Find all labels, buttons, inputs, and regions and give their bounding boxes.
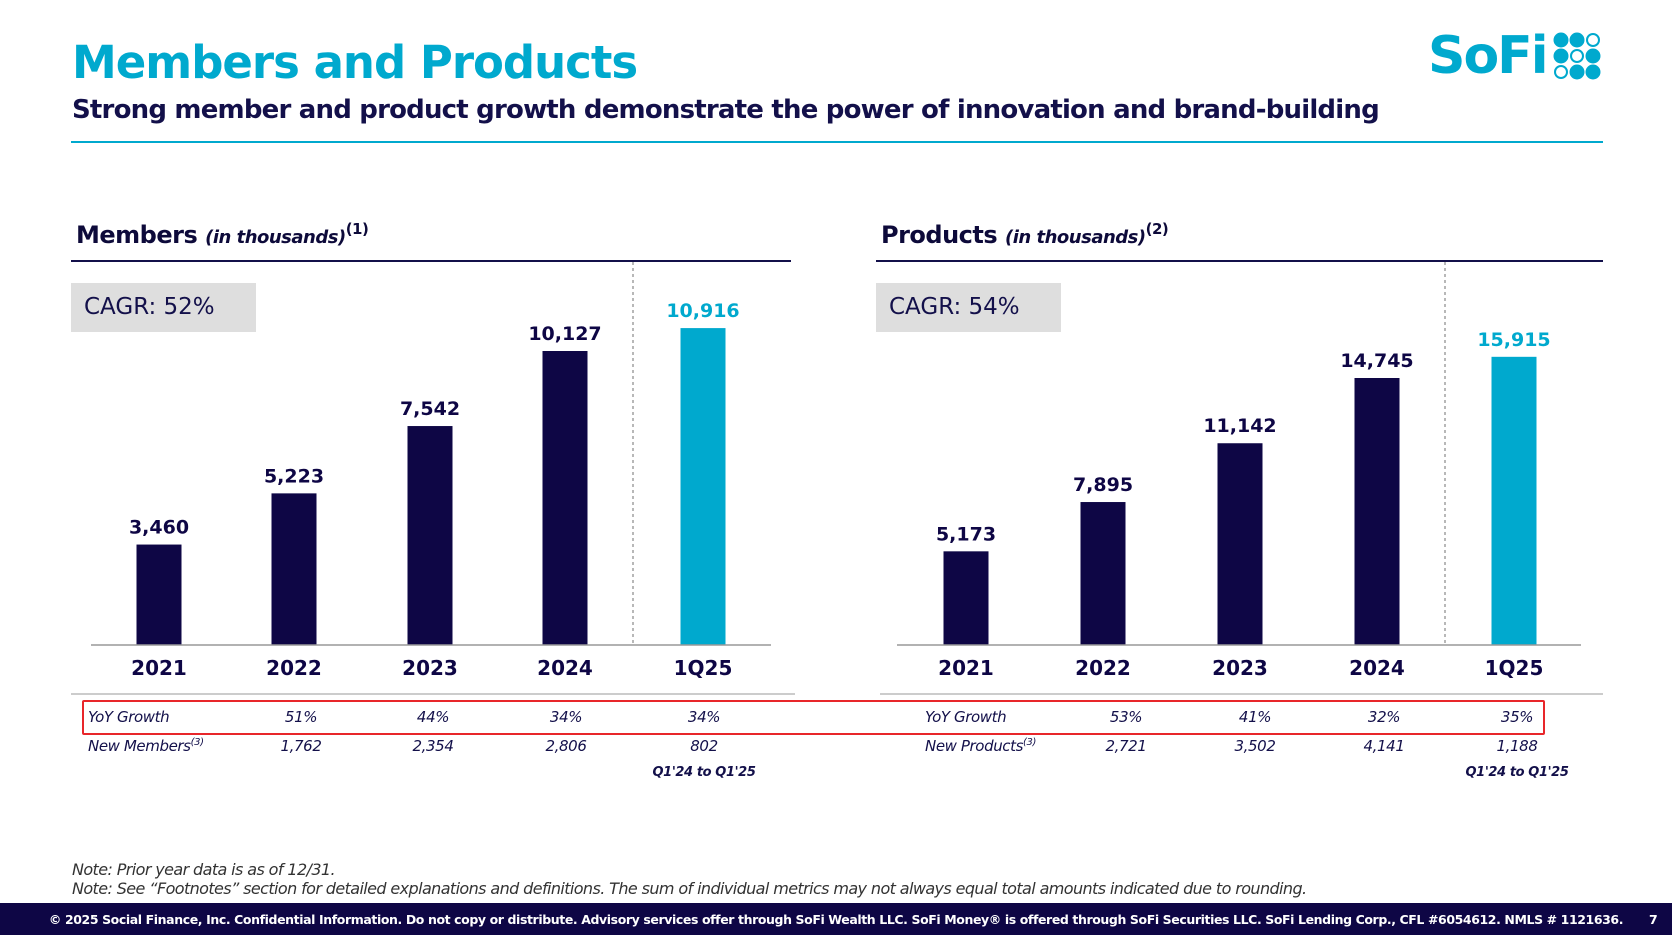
yoy-value: 34% [549,708,583,726]
bar-2022 [271,493,317,645]
new-label: New Products(3) [925,737,1036,755]
chart-unit: (in thousands) [205,227,346,248]
x-tick-label: 2023 [402,656,458,680]
bar-2024 [1354,378,1400,645]
new-value: 2,806 [545,737,587,755]
yoy-value: 53% [1109,708,1143,726]
period-note: Q1'24 to Q1'25 [1465,765,1569,780]
bar-2023 [1217,443,1263,645]
footer: © 2025 Social Finance, Inc. Confidential… [0,903,1672,935]
x-tick-label: 1Q25 [674,656,733,680]
yoy-value: 51% [284,708,318,726]
chart-title-rule [876,260,1603,262]
data-label: 11,142 [1203,415,1276,437]
data-label: 3,460 [129,517,189,539]
x-tick-label: 2021 [131,656,187,680]
data-label: 10,916 [666,300,739,322]
new-value: 2,354 [412,737,454,755]
bar-2021 [136,544,182,645]
x-tick-label: 2024 [537,656,593,680]
bar-2021 [943,551,989,645]
x-tick-label: 2022 [1075,656,1131,680]
x-tick-label: 2023 [1212,656,1268,680]
new-value: 2,721 [1105,737,1147,755]
yoy-value: 35% [1500,708,1534,726]
data-label: 15,915 [1477,329,1550,351]
period-note: Q1'24 to Q1'25 [652,765,756,780]
chart-title-rule [71,260,791,262]
footnote-ref: (3) [190,737,204,748]
logo-dots-icon [1553,32,1601,80]
footnote-ref: (2) [1145,220,1169,238]
data-label: 5,223 [264,465,324,487]
footnote-ref: (1) [345,220,369,238]
cagr-badge: CAGR: 54% [876,283,1061,332]
page-number: 7 [1649,912,1658,927]
bar-2022 [1080,502,1126,645]
page-title: Members and Products [72,36,638,89]
note-2: Note: See “Footnotes” section for detail… [72,879,1307,898]
header-divider [71,141,1603,143]
note-1: Note: Prior year data is as of 12/31. [72,860,336,879]
chart-unit: (in thousands) [1005,227,1146,248]
data-label: 7,542 [400,398,460,420]
bar-1Q25 [1491,356,1537,645]
x-tick-label: 2024 [1349,656,1405,680]
data-label: 10,127 [528,323,601,345]
data-label: 5,173 [936,523,996,545]
footnote-ref: (3) [1023,737,1037,748]
new-value: 3,502 [1234,737,1276,755]
new-label-text: New Members [88,737,191,755]
x-tick-label: 1Q25 [1485,656,1544,680]
sofi-logo: SoFi [1428,26,1601,86]
page-subtitle: Strong member and product growth demonst… [72,95,1380,125]
new-label: New Members(3) [88,737,204,755]
bar-chart-0: 3,460 2021 5,223 2022 7,542 2023 10,127 2024 10,… [71,262,795,695]
new-value: 4,141 [1363,737,1405,755]
chart-title: Products (in thousands)(2) [881,220,1169,249]
data-label: 14,745 [1340,350,1413,372]
yoy-label: YoY Growth [925,708,1007,726]
logo-text: SoFi [1428,26,1549,86]
yoy-value: 34% [687,708,721,726]
new-value: 1,188 [1496,737,1538,755]
bar-2024 [542,351,588,645]
new-value: 802 [690,737,718,755]
bar-2023 [407,426,453,645]
new-label-text: New Products [925,737,1024,755]
yoy-value: 32% [1367,708,1401,726]
yoy-value: 44% [416,708,450,726]
x-tick-label: 2022 [266,656,322,680]
yoy-value: 41% [1238,708,1272,726]
data-label: 7,895 [1073,474,1133,496]
chart-title-text: Members [76,221,198,249]
footer-text: © 2025 Social Finance, Inc. Confidential… [48,912,1624,927]
chart-title: Members (in thousands)(1) [76,220,369,249]
yoy-label: YoY Growth [88,708,170,726]
new-value: 1,762 [280,737,322,755]
cagr-badge: CAGR: 52% [71,283,256,332]
highlight-box [82,700,1545,735]
bar-chart-1: 5,173 2021 7,895 2022 11,142 2023 14,745 2024 15… [880,262,1603,695]
bar-1Q25 [680,328,726,645]
chart-title-text: Products [881,221,998,249]
x-tick-label: 2021 [938,656,994,680]
